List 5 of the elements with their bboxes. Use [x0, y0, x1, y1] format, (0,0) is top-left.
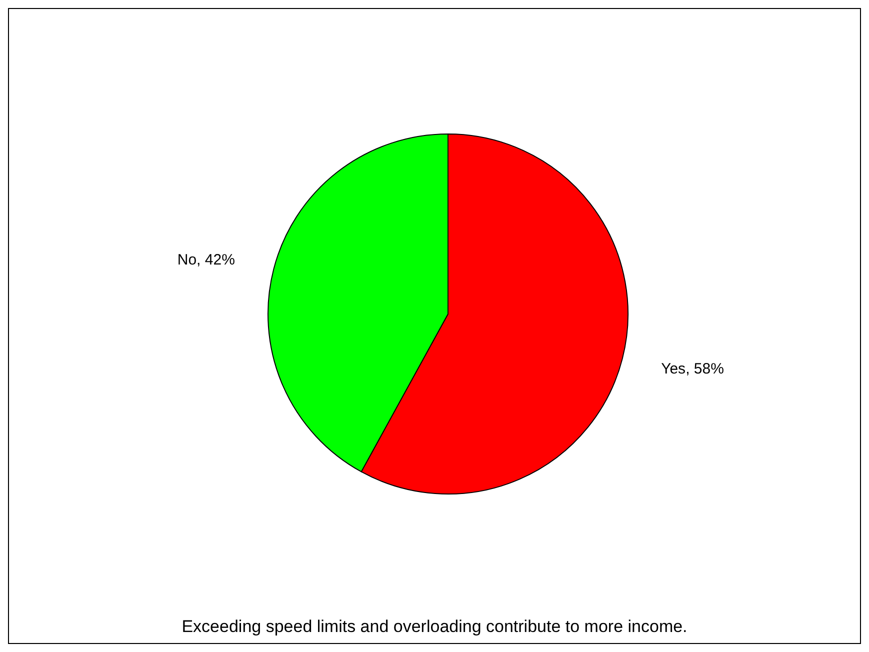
data-label: , 42% [196, 250, 235, 268]
slice-label: Yes [661, 360, 686, 378]
data-label: , 58% [686, 360, 724, 378]
slice-label: No [177, 250, 197, 268]
text: Exceeding speed limits and overloading contribute to more income. [180, 617, 688, 637]
